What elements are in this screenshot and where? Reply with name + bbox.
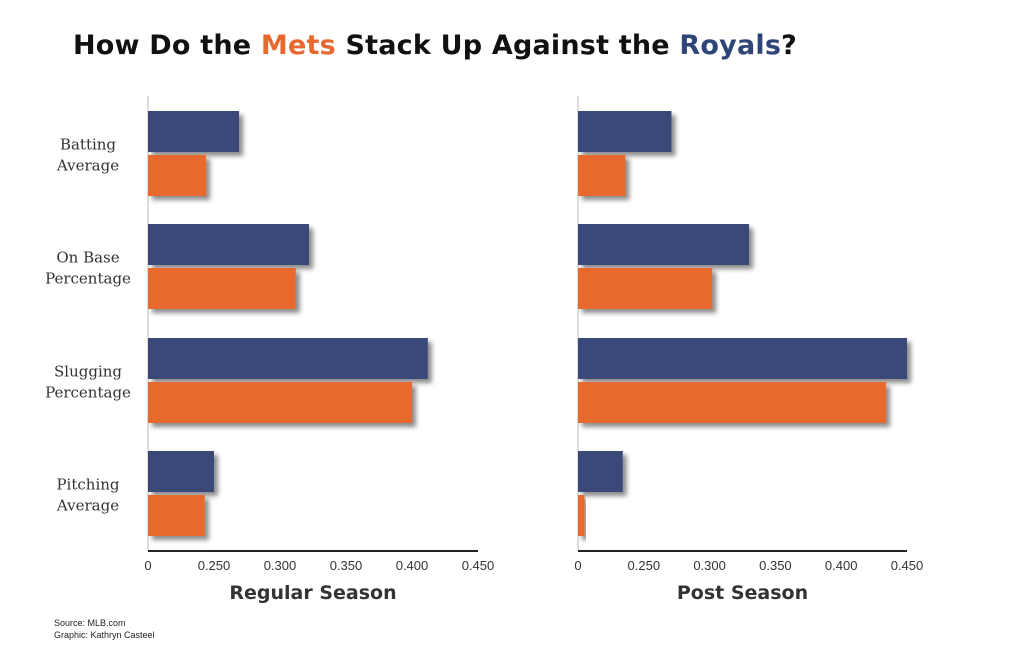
chart-title: How Do the Mets Stack Up Against the Roy… xyxy=(0,30,870,61)
post-bar-royals-3 xyxy=(578,451,623,492)
post-bar-mets-1 xyxy=(578,268,713,309)
category-label: On Base xyxy=(56,249,119,267)
post-tick-label: 0.250 xyxy=(628,558,661,573)
post-tick-label: 0 xyxy=(574,558,581,573)
regular-tick-label: 0.350 xyxy=(330,558,363,573)
post-tick-label: 0.350 xyxy=(759,558,792,573)
regular-bar-mets-1 xyxy=(148,268,296,309)
category-label: Pitching xyxy=(56,476,119,494)
regular-bar-royals-3 xyxy=(148,451,214,492)
post-tick-label: 0.300 xyxy=(693,558,726,573)
regular-season-title: Regular Season xyxy=(229,582,396,604)
title-suffix: ? xyxy=(781,30,797,61)
post-tick-label: 0.400 xyxy=(825,558,858,573)
regular-bar-royals-0 xyxy=(148,111,240,152)
regular-tick-label: 0.450 xyxy=(462,558,495,573)
post-season-title: Post Season xyxy=(677,582,808,604)
title-team-royals: Royals xyxy=(679,30,782,61)
title-prefix: How Do the xyxy=(73,30,261,61)
category-label: Average xyxy=(56,497,119,515)
post-bar-royals-2 xyxy=(578,338,907,379)
source-text: Source: MLB.com xyxy=(54,618,126,628)
regular-tick-label: 0.250 xyxy=(198,558,231,573)
regular-bar-mets-3 xyxy=(148,495,205,536)
post-bar-mets-3 xyxy=(578,495,585,536)
credit-text: Graphic: Kathryn Casteel xyxy=(54,630,155,640)
post-bar-royals-0 xyxy=(578,111,672,152)
title-middle: Stack Up Against the xyxy=(335,30,680,61)
post-bar-royals-1 xyxy=(578,224,750,265)
category-label: Slugging xyxy=(54,363,122,381)
title-team-mets: Mets xyxy=(260,30,336,61)
post-bar-mets-2 xyxy=(578,382,886,423)
category-label: Batting xyxy=(60,136,116,154)
regular-bar-mets-2 xyxy=(148,382,412,423)
category-label: Percentage xyxy=(45,384,131,402)
regular-tick-label: 0.300 xyxy=(264,558,297,573)
post-tick-label: 0.450 xyxy=(891,558,924,573)
regular-bar-royals-2 xyxy=(148,338,428,379)
source-note: Source: MLB.com Graphic: Kathryn Casteel xyxy=(54,617,155,641)
regular-tick-label: 0.400 xyxy=(396,558,429,573)
category-label: Average xyxy=(56,157,119,175)
regular-bar-mets-0 xyxy=(148,155,207,196)
category-label: Percentage xyxy=(45,270,131,288)
regular-tick-label: 0 xyxy=(144,558,151,573)
post-bar-mets-0 xyxy=(578,155,626,196)
regular-bar-royals-1 xyxy=(148,224,310,265)
